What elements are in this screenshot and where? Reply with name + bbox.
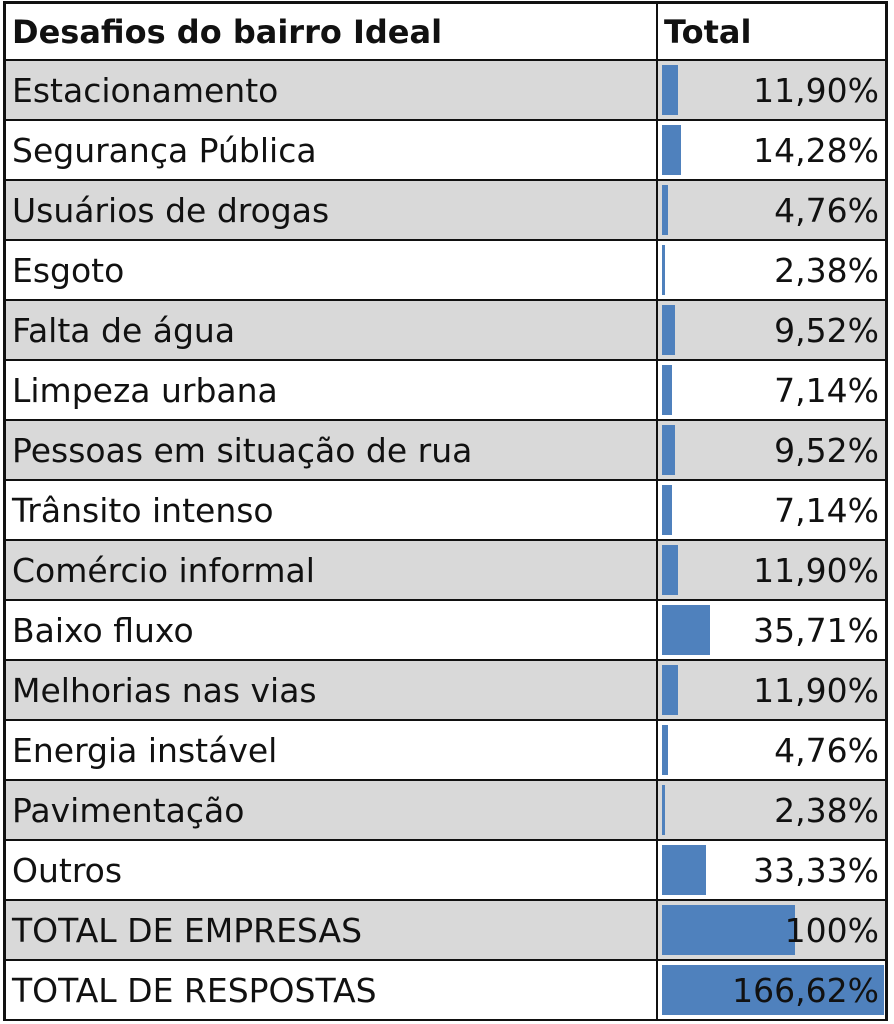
row-label: Falta de água	[6, 301, 658, 359]
row-value-cell: 33,33%	[658, 841, 885, 899]
row-label: Segurança Pública	[6, 121, 658, 179]
row-value-cell: 4,76%	[658, 181, 885, 239]
row-label: Usuários de drogas	[6, 181, 658, 239]
table-row: Pessoas em situação de rua 9,52%	[3, 421, 888, 481]
row-value-cell: 14,28%	[658, 121, 885, 179]
row-value-cell: 7,14%	[658, 361, 885, 419]
row-value: 33,33%	[753, 850, 879, 890]
header-total: Total	[664, 12, 752, 51]
data-bar	[662, 245, 666, 295]
row-value: 7,14%	[774, 370, 879, 410]
row-value: 2,38%	[774, 790, 879, 830]
data-bar	[662, 485, 672, 535]
header-label: Desafios do bairro Ideal	[6, 4, 658, 59]
row-value: 4,76%	[774, 190, 879, 230]
row-value-cell: 2,38%	[658, 781, 885, 839]
row-value-cell: 11,90%	[658, 61, 885, 119]
row-value: 4,76%	[774, 730, 879, 770]
row-label: Esgoto	[6, 241, 658, 299]
table-row: Estacionamento 11,90%	[3, 61, 888, 121]
row-label: Pavimentação	[6, 781, 658, 839]
row-value-cell: 9,52%	[658, 301, 885, 359]
table-row: TOTAL DE RESPOSTAS 166,62%	[3, 961, 888, 1021]
row-value: 9,52%	[774, 430, 879, 470]
row-label: Comércio informal	[6, 541, 658, 599]
row-label: TOTAL DE EMPRESAS	[6, 901, 658, 959]
data-bar	[662, 365, 672, 415]
row-label: Melhorias nas vias	[6, 661, 658, 719]
data-bar	[662, 905, 796, 955]
table-row: Segurança Pública 14,28%	[3, 121, 888, 181]
table-row: Usuários de drogas 4,76%	[3, 181, 888, 241]
row-value: 2,38%	[774, 250, 879, 290]
row-value-cell: 35,71%	[658, 601, 885, 659]
row-value-cell: 2,38%	[658, 241, 885, 299]
data-bar	[662, 125, 682, 175]
table-row: Pavimentação 2,38%	[3, 781, 888, 841]
row-value-cell: 11,90%	[658, 661, 885, 719]
table-row: Energia instável 4,76%	[3, 721, 888, 781]
data-bar	[662, 665, 678, 715]
table-row: Outros 33,33%	[3, 841, 888, 901]
data-bar	[662, 425, 675, 475]
data-bar	[662, 65, 678, 115]
row-value-cell: 11,90%	[658, 541, 885, 599]
row-value: 35,71%	[753, 610, 879, 650]
data-bar	[662, 785, 666, 835]
row-value: 166,62%	[732, 970, 879, 1010]
table-row: Esgoto 2,38%	[3, 241, 888, 301]
data-bar	[662, 725, 669, 775]
row-value: 9,52%	[774, 310, 879, 350]
row-value: 7,14%	[774, 490, 879, 530]
table-row: TOTAL DE EMPRESAS 100%	[3, 901, 888, 961]
row-value-cell: 9,52%	[658, 421, 885, 479]
row-value: 11,90%	[753, 670, 879, 710]
row-label: Energia instável	[6, 721, 658, 779]
table-row: Falta de água 9,52%	[3, 301, 888, 361]
data-bar	[662, 305, 675, 355]
table-header-row: Desafios do bairro Ideal Total	[3, 1, 888, 61]
table-row: Limpeza urbana 7,14%	[3, 361, 888, 421]
data-bar	[662, 845, 707, 895]
row-value: 14,28%	[753, 130, 879, 170]
row-value-cell: 166,62%	[658, 961, 885, 1019]
row-value: 100%	[784, 910, 879, 950]
row-value-cell: 4,76%	[658, 721, 885, 779]
data-bar	[662, 545, 678, 595]
row-value-cell: 7,14%	[658, 481, 885, 539]
row-label: TOTAL DE RESPOSTAS	[6, 961, 658, 1019]
data-bar	[662, 605, 710, 655]
row-value: 11,90%	[753, 70, 879, 110]
table-row: Trânsito intenso 7,14%	[3, 481, 888, 541]
table-row: Melhorias nas vias 11,90%	[3, 661, 888, 721]
row-label: Limpeza urbana	[6, 361, 658, 419]
table-row: Baixo fluxo 35,71%	[3, 601, 888, 661]
row-label: Outros	[6, 841, 658, 899]
row-value: 11,90%	[753, 550, 879, 590]
row-label: Pessoas em situação de rua	[6, 421, 658, 479]
row-value-cell: 100%	[658, 901, 885, 959]
row-label: Estacionamento	[6, 61, 658, 119]
data-bar	[662, 185, 669, 235]
row-label: Trânsito intenso	[6, 481, 658, 539]
row-label: Baixo fluxo	[6, 601, 658, 659]
data-bar	[662, 965, 884, 1015]
table-row: Comércio informal 11,90%	[3, 541, 888, 601]
